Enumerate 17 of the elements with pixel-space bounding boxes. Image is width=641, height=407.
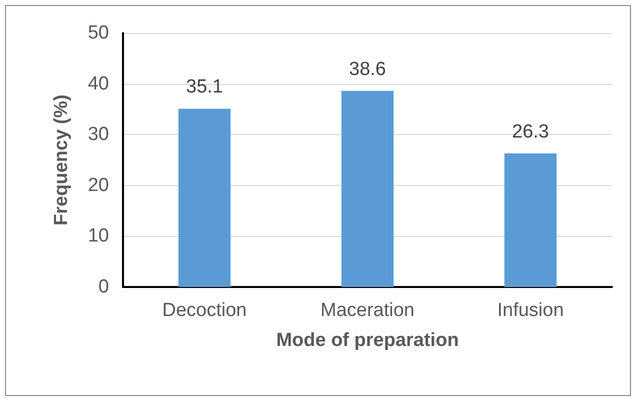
- bar: [341, 90, 394, 287]
- bar: [178, 108, 231, 287]
- data-label: 38.6: [349, 58, 386, 80]
- y-tick-label: 30: [88, 124, 109, 146]
- y-tick-label: 50: [88, 22, 109, 44]
- x-tick-label: Maceration: [320, 300, 414, 321]
- y-axis-title: Frequency (%): [51, 94, 72, 226]
- data-label: 35.1: [186, 76, 223, 98]
- x-tick-label: Infusion: [497, 300, 564, 321]
- y-tick-label: 40: [88, 73, 109, 94]
- x-tick-label: Decoction: [162, 300, 247, 321]
- y-tick-label: 20: [88, 174, 109, 196]
- data-label: 26.3: [512, 121, 549, 142]
- y-tick-label: 10: [88, 226, 109, 247]
- x-axis-title: Mode of preparation: [276, 330, 459, 351]
- bar: [504, 153, 557, 287]
- y-tick-label: 0: [98, 276, 109, 298]
